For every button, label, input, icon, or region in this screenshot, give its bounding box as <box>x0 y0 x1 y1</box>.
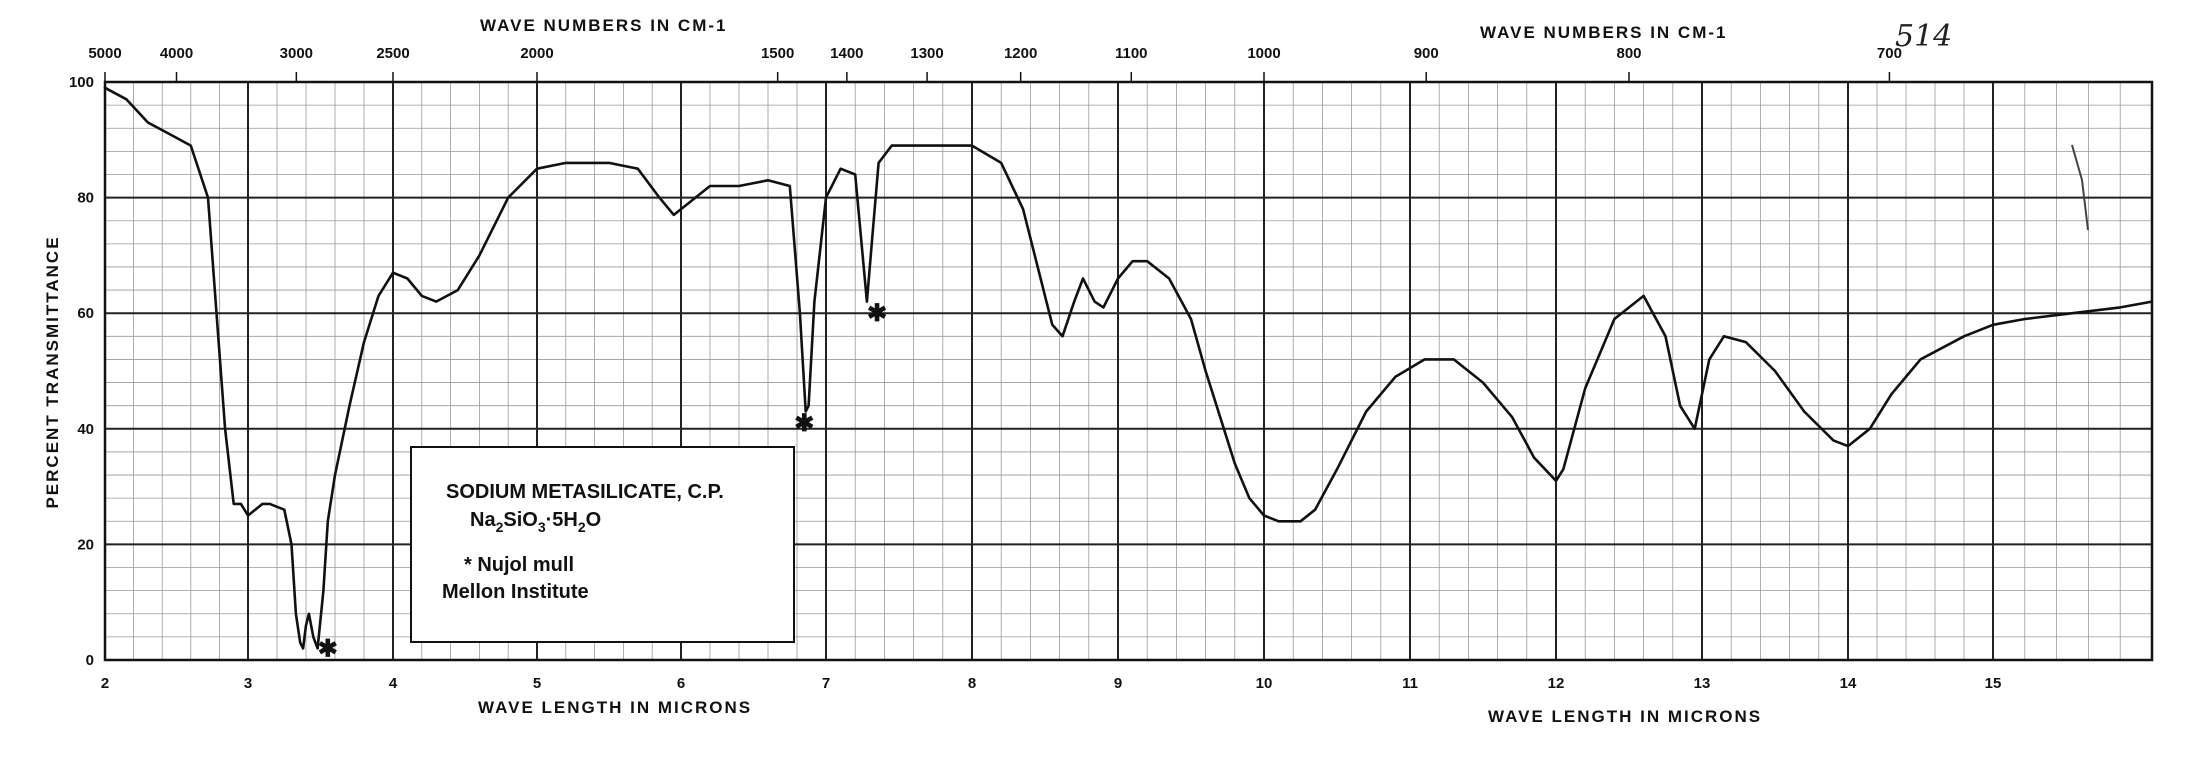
source-note: Mellon Institute <box>442 581 589 603</box>
wavenumber-tick-label: 1100 <box>1115 45 1148 62</box>
y-tick-label: 40 <box>77 421 94 438</box>
y-tick-label: 0 <box>86 652 94 669</box>
transmittance-ticks: 0 20 40 60 80 100 <box>69 74 94 669</box>
wavenumber-tick-label: 1400 <box>830 45 863 62</box>
wavenumber-tick-label: 1000 <box>1247 45 1280 62</box>
wavenumber-tick-label: 700 <box>1877 45 1902 62</box>
page-number: 514 <box>1895 19 1952 54</box>
wavenumber-tick-label: 4000 <box>160 45 193 62</box>
wavenumber-tick-label: 3000 <box>280 45 313 62</box>
compound-formula: Na2SiO3·5H2O <box>470 509 601 535</box>
y-tick-label: 20 <box>77 536 94 553</box>
x-tick-label: 10 <box>1256 675 1273 692</box>
top-axis-title-left: WAVE NUMBERS IN CM-1 <box>480 16 727 35</box>
nujol-marker: ✱ <box>867 300 887 327</box>
wavenumber-tick-label: 900 <box>1414 45 1439 62</box>
formula-sub-3: 3 <box>538 519 546 535</box>
formula-sub-h2: 2 <box>578 519 586 535</box>
x-tick-label: 14 <box>1840 675 1857 692</box>
spectrum-line <box>103 86 2154 650</box>
wavelength-ticks: 2 3 4 5 6 7 8 9 10 11 12 13 14 15 <box>101 675 2002 692</box>
formula-sio: SiO <box>503 509 537 531</box>
x-tick-label: 4 <box>389 675 398 692</box>
x-tick-label: 5 <box>533 675 541 692</box>
x-tick-label: 7 <box>822 675 830 692</box>
x-tick-label: 15 <box>1985 675 2002 692</box>
bottom-axis-title-left: WAVE LENGTH IN MICRONS <box>478 698 752 717</box>
annotation-box-frame <box>410 446 795 643</box>
x-tick-label: 8 <box>968 675 976 692</box>
nujol-marker: ✱ <box>318 635 338 662</box>
wavenumber-tick-label: 2000 <box>520 45 553 62</box>
nujol-note: * Nujol mull <box>464 554 574 576</box>
top-axis-title-right: WAVE NUMBERS IN CM-1 <box>1480 23 1727 42</box>
plot-frame <box>103 80 2154 662</box>
wavenumber-tick-label: 2500 <box>376 45 409 62</box>
x-tick-label: 2 <box>101 675 109 692</box>
wavenumber-tick-label: 1500 <box>761 45 794 62</box>
formula-sub-2: 2 <box>496 519 504 535</box>
compound-name: SODIUM METASILICATE, C.P. <box>446 481 724 503</box>
formula-hydrate: ·5H <box>546 509 578 531</box>
annotation-box: SODIUM METASILICATE, C.P. Na2SiO3·5H2O *… <box>410 446 795 643</box>
nujol-marker: ✱ <box>794 410 814 437</box>
x-tick-label: 6 <box>677 675 685 692</box>
nujol-markers: ✱ ✱ ✱ <box>318 300 887 662</box>
y-tick-label: 60 <box>77 305 94 322</box>
x-tick-label: 9 <box>1114 675 1122 692</box>
pencil-mark <box>2071 144 2089 231</box>
y-tick-label: 100 <box>69 74 94 91</box>
wavenumber-tick-label: 5000 <box>88 45 121 62</box>
bottom-axis-title-right: WAVE LENGTH IN MICRONS <box>1488 707 1762 726</box>
y-tick-label: 80 <box>77 190 94 207</box>
wavenumber-tick-label: 800 <box>1616 45 1641 62</box>
x-tick-label: 12 <box>1548 675 1565 692</box>
x-tick-label: 13 <box>1694 675 1711 692</box>
x-tick-label: 3 <box>244 675 252 692</box>
wavenumber-tick-label: 1200 <box>1004 45 1037 62</box>
formula-o: O <box>586 509 602 531</box>
y-axis-title: PERCENT TRANSMITTANCE <box>43 235 62 508</box>
wavenumber-ticks: 5000 4000 3000 2500 2000 1500 1400 1300 1200 1100… <box>88 45 1902 82</box>
wavenumber-tick-label: 1300 <box>910 45 943 62</box>
x-tick-label: 11 <box>1402 675 1418 692</box>
formula-na: Na <box>470 509 496 531</box>
